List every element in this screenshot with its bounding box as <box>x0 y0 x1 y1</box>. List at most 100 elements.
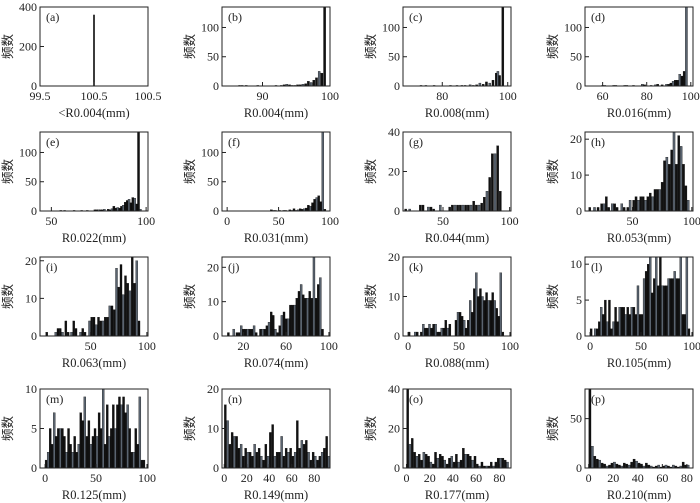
histogram-bar <box>79 332 82 337</box>
histogram-bar <box>646 196 650 212</box>
x-axis-label: R0.044(mm) <box>425 231 489 245</box>
histogram-bar <box>232 328 235 337</box>
x-tick-label: 100 <box>683 339 700 353</box>
histogram-bar <box>289 304 292 337</box>
y-tick-label: 20 <box>207 260 219 274</box>
histogram-bar <box>491 292 494 337</box>
histogram-bar <box>491 153 494 212</box>
histogram-bar <box>677 278 680 337</box>
histogram-bar <box>432 323 435 337</box>
x-tick-label: 40 <box>632 471 644 485</box>
y-tick-label: 20 <box>388 165 400 179</box>
histogram-bar <box>106 317 109 337</box>
histogram-bar <box>240 325 243 337</box>
y-tick-label: 200 <box>19 40 37 54</box>
x-tick-label: 0 <box>221 471 227 485</box>
x-tick-label: 100.5 <box>81 89 108 103</box>
x-tick-label: 100 <box>138 339 156 353</box>
histogram-bar <box>461 204 465 212</box>
histogram-bar <box>480 461 484 469</box>
x-tick-label: 0 <box>224 214 230 228</box>
histogram-bar <box>647 264 650 337</box>
y-axis-label: 频数 <box>182 284 197 310</box>
histogram-bar <box>275 452 279 469</box>
histogram-bar <box>598 459 601 469</box>
histogram-bar <box>434 452 437 469</box>
histogram-bar <box>494 461 498 469</box>
x-axis-label: R0.088(mm) <box>425 356 489 370</box>
panel-label: (n) <box>228 392 242 406</box>
histogram-bar <box>438 454 442 469</box>
histogram-bar <box>438 331 441 337</box>
histogram-bar <box>273 455 277 469</box>
histogram-bar <box>137 320 141 337</box>
histogram-bar <box>673 271 676 337</box>
histogram-bar <box>317 71 321 87</box>
histogram-bar <box>611 203 614 212</box>
histogram-bar <box>126 404 129 469</box>
x-tick-label: 80 <box>681 471 693 485</box>
histogram-bar <box>459 204 462 212</box>
histogram-bar <box>620 203 624 212</box>
x-tick-label: 0 <box>42 471 48 485</box>
x-tick-label: 0 <box>586 471 592 485</box>
panel-label: (m) <box>46 392 63 406</box>
histogram-bar <box>669 278 672 337</box>
histogram-bar <box>439 204 442 212</box>
histogram-bar <box>487 300 490 337</box>
histogram-bar <box>473 288 476 337</box>
histogram-bar <box>661 285 664 337</box>
histogram-bar <box>684 185 688 212</box>
histogram-bar <box>630 461 633 469</box>
histogram-bar <box>677 135 680 212</box>
y-axis-label: 频数 <box>363 284 378 310</box>
histogram-bar <box>317 195 320 212</box>
panel-b: (b) 0 50 100 90 100 R0.004(mm) 频数 <box>182 6 339 120</box>
y-tick-label: 0 <box>31 79 37 93</box>
histogram-bar <box>446 327 449 337</box>
panel-label: (e) <box>46 135 59 149</box>
histogram-bar <box>110 305 114 337</box>
histogram-bar <box>682 164 685 212</box>
histogram-bar <box>674 80 677 87</box>
histogram-bar <box>637 200 640 212</box>
x-axis-label: R0.074(mm) <box>244 356 308 370</box>
histogram-bar <box>418 454 421 469</box>
histogram-bar <box>108 436 111 469</box>
histogram-bar <box>632 307 636 337</box>
histogram-bar <box>600 307 603 337</box>
plot-frame <box>584 131 694 212</box>
y-axis-label: 频数 <box>545 284 560 310</box>
histogram-bar <box>251 455 254 469</box>
histogram-bar <box>656 189 659 212</box>
histogram-bar <box>679 146 683 212</box>
x-axis-label: R0.022(mm) <box>62 231 126 245</box>
x-axis-label: R0.063(mm) <box>62 356 126 370</box>
y-tick-label: 0 <box>576 204 582 218</box>
y-axis-label: 频数 <box>363 416 378 442</box>
histogram-bar <box>493 153 497 212</box>
x-axis-label: R0.210(mm) <box>607 488 671 502</box>
panel-e: (e) 0 50 100 50 100 R0.022(mm) 频数 <box>0 131 155 245</box>
histogram-bar <box>255 332 258 337</box>
histogram-bar <box>319 277 322 337</box>
histogram-bar <box>501 331 505 337</box>
histogram-bar <box>142 459 146 469</box>
x-axis-label: R0.125(mm) <box>62 488 126 502</box>
histogram-bar <box>287 318 290 337</box>
histogram-bar <box>136 444 139 469</box>
histogram-bar <box>593 455 597 469</box>
histogram-bar <box>675 278 678 337</box>
histogram-bar <box>276 332 279 337</box>
panel-i: (i) 0 10 20 50 100 R0.063(mm) 频数 <box>0 254 156 370</box>
x-tick-label: 60 <box>286 471 298 485</box>
histogram-bar <box>264 444 268 469</box>
histogram-bar <box>97 412 101 469</box>
histogram-bar <box>464 454 467 469</box>
histogram-bar <box>307 452 310 469</box>
x-axis-label: R0.177(mm) <box>425 488 489 502</box>
histogram-bar <box>272 315 275 337</box>
x-axis-label: <R0.004(mm) <box>58 106 129 120</box>
histogram-bar <box>120 404 123 469</box>
histogram-bar <box>307 81 310 87</box>
